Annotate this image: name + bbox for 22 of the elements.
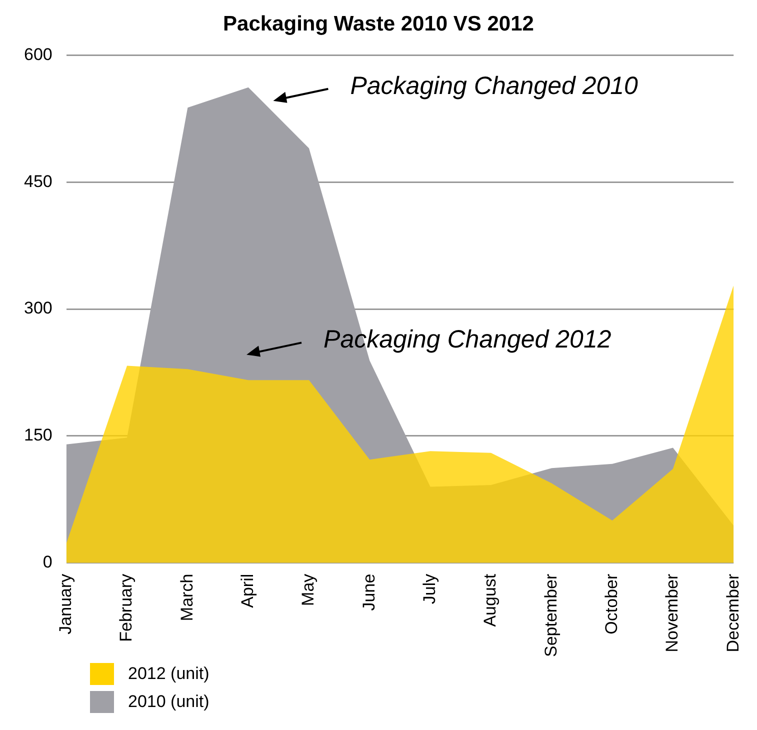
annotation: Packaging Changed 2010 [350,72,638,100]
x-tick-label: February [116,573,136,642]
x-tick-label: May [298,573,318,606]
legend-label: 2012 (unit) [128,664,210,684]
annotation: Packaging Changed 2012 [324,326,612,354]
x-tick-label: July [420,573,439,604]
x-tick-label: November [662,574,682,652]
x-tick-label: April [238,574,258,608]
x-tick-label: August [480,574,500,627]
x-tick-label: January [56,573,76,634]
legend-label: 2010 (unit) [128,692,210,712]
y-tick-label: 600 [24,44,52,64]
y-tick-label: 300 [24,298,52,318]
y-tick-label: 450 [24,172,52,191]
x-tick-label: September [541,574,560,658]
y-tick-label: 150 [24,426,52,445]
x-tick-label: June [359,574,378,611]
x-tick-label: October [602,574,621,634]
chart-title: Packaging Waste 2010 VS 2012 [223,12,534,36]
x-tick-label: December [723,574,742,652]
y-tick-label: 0 [42,552,52,572]
x-tick-label: March [177,574,196,622]
